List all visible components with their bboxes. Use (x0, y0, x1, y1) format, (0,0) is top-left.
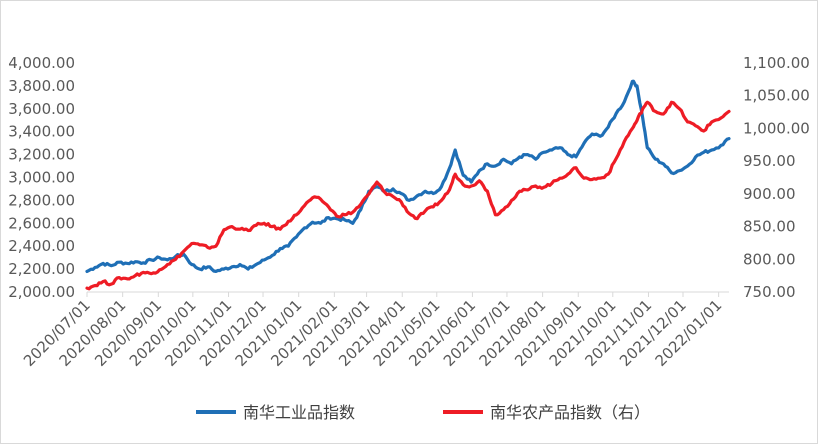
left-tick-label: 3,400.00 (8, 123, 75, 141)
left-tick-label: 2,000.00 (8, 283, 75, 301)
right-tick-label: 950.00 (743, 152, 796, 170)
x-axis-tickmarks (86, 292, 720, 297)
right-tick-label: 750.00 (743, 283, 796, 301)
legend-label: 南华工业品指数 (243, 403, 355, 422)
series-line-agricultural (85, 100, 731, 291)
series-line-industrial (85, 79, 731, 273)
legend: 南华工业品指数 南华农产品指数（右） (196, 403, 650, 422)
left-tick-label: 2,400.00 (8, 237, 75, 255)
left-tick-label: 3,200.00 (8, 146, 75, 164)
right-tick-label: 1,050.00 (743, 87, 810, 105)
series-lines (85, 79, 731, 291)
right-tick-label: 1,000.00 (743, 119, 810, 137)
left-tick-label: 3,800.00 (8, 77, 75, 95)
left-tick-label: 4,000.00 (8, 54, 75, 72)
right-axis-ticks: 750.00 800.00 850.00 900.00 950.00 1,000.00 1,… (743, 54, 810, 301)
left-tick-label: 2,800.00 (8, 191, 75, 209)
right-tick-label: 900.00 (743, 185, 796, 203)
left-axis-ticks: 2,000.00 2,200.00 2,400.00 2,600.00 2,800.00… (8, 54, 75, 301)
right-tick-label: 800.00 (743, 250, 796, 268)
left-tick-label: 3,600.00 (8, 100, 75, 118)
left-tick-label: 2,200.00 (8, 260, 75, 278)
right-tick-label: 1,100.00 (743, 54, 810, 72)
left-tick-label: 2,600.00 (8, 214, 75, 232)
right-tick-label: 850.00 (743, 218, 796, 236)
legend-label: 南华农产品指数（右） (490, 403, 650, 422)
left-tick-label: 3,000.00 (8, 169, 75, 187)
x-axis-tick-labels: 2020/07/012020/08/012020/09/012020/10/01… (20, 296, 726, 370)
